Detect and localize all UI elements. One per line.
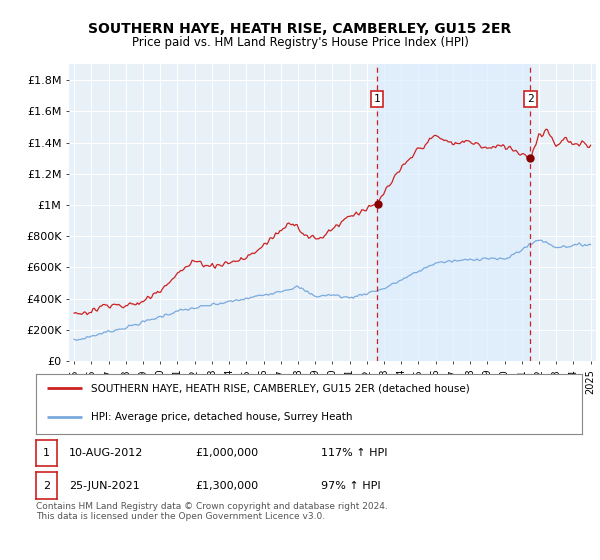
Text: Contains HM Land Registry data © Crown copyright and database right 2024.
This d: Contains HM Land Registry data © Crown c… bbox=[36, 502, 388, 521]
Text: £1,000,000: £1,000,000 bbox=[195, 448, 258, 458]
Text: 97% ↑ HPI: 97% ↑ HPI bbox=[321, 480, 380, 491]
Text: 10-AUG-2012: 10-AUG-2012 bbox=[69, 448, 143, 458]
Text: 2: 2 bbox=[527, 94, 534, 104]
Text: 1: 1 bbox=[43, 448, 50, 458]
Text: 25-JUN-2021: 25-JUN-2021 bbox=[69, 480, 140, 491]
Text: Price paid vs. HM Land Registry's House Price Index (HPI): Price paid vs. HM Land Registry's House … bbox=[131, 36, 469, 49]
Bar bbox=[377, 64, 530, 361]
Text: SOUTHERN HAYE, HEATH RISE, CAMBERLEY, GU15 2ER: SOUTHERN HAYE, HEATH RISE, CAMBERLEY, GU… bbox=[88, 22, 512, 36]
Text: SOUTHERN HAYE, HEATH RISE, CAMBERLEY, GU15 2ER (detached house): SOUTHERN HAYE, HEATH RISE, CAMBERLEY, GU… bbox=[91, 383, 469, 393]
Text: 1: 1 bbox=[374, 94, 380, 104]
Text: £1,300,000: £1,300,000 bbox=[195, 480, 258, 491]
Text: 117% ↑ HPI: 117% ↑ HPI bbox=[321, 448, 388, 458]
Text: 2: 2 bbox=[43, 480, 50, 491]
Text: HPI: Average price, detached house, Surrey Heath: HPI: Average price, detached house, Surr… bbox=[91, 412, 352, 422]
